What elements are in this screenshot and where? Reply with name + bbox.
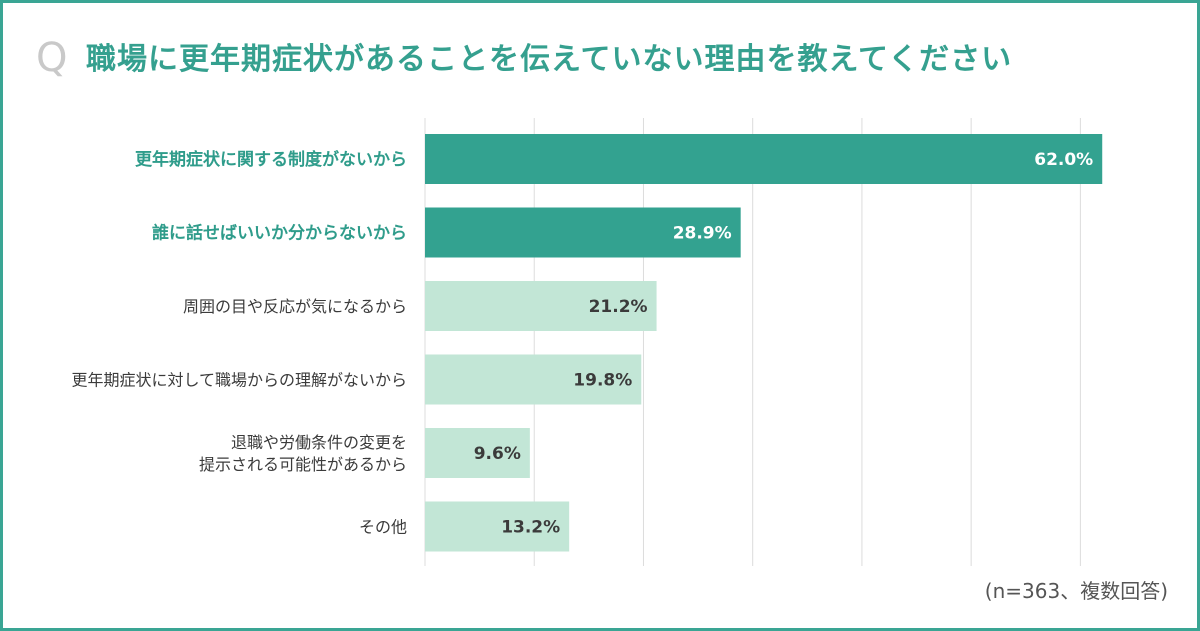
bars: 62.0% 28.9% 21.2% 19.8% 9.6% 13.2%	[425, 134, 1103, 552]
category-label: 更年期症状に対して職場からの理解がないから	[71, 371, 407, 390]
bar	[425, 501, 570, 552]
value-label: 28.9%	[673, 224, 732, 244]
value-label: 13.2%	[501, 518, 560, 538]
bar	[425, 354, 642, 405]
category-label: 提示される可能性があるから	[199, 455, 407, 474]
category-label: 更年期症状に関する制度がないから	[135, 149, 407, 170]
category-label: 退職や労働条件の変更を	[231, 433, 407, 452]
category-label: 誰に話せばいいか分からないから	[152, 223, 407, 244]
bar	[425, 134, 1103, 184]
bar	[425, 428, 530, 478]
value-label: 19.8%	[573, 371, 632, 391]
bar	[425, 207, 741, 258]
grid-lines	[424, 118, 1081, 566]
value-label: 21.2%	[589, 297, 648, 317]
value-label: 9.6%	[474, 444, 521, 464]
sample-size-note: (n=363、複数回答)	[984, 579, 1168, 603]
chart-title: 職場に更年期症状があることを伝えていない理由を教えてください	[86, 42, 1013, 77]
category-label: その他	[359, 518, 407, 537]
question-mark-icon: Q	[36, 35, 68, 81]
bar	[425, 281, 657, 331]
category-label: 周囲の目や反応が気になるから	[183, 297, 407, 316]
value-label: 62.0%	[1034, 150, 1093, 170]
category-labels: 更年期症状に関する制度がないから誰に話せばいいか分からないから周囲の目や反応が気…	[71, 149, 407, 537]
